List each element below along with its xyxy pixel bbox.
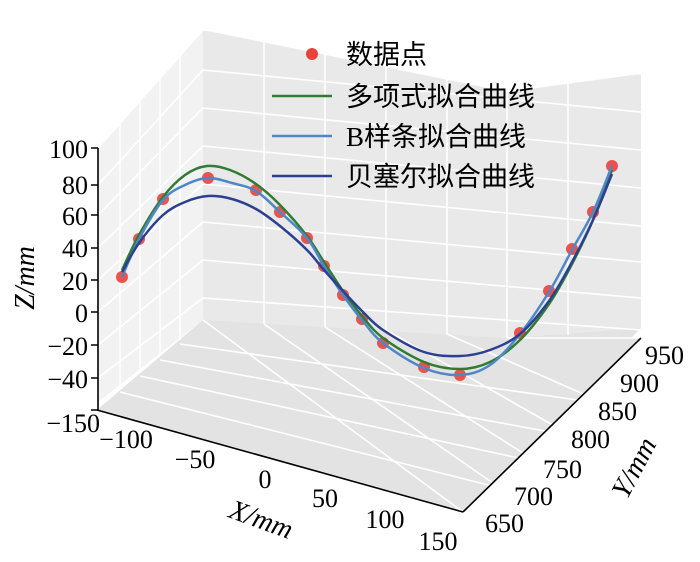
pane-floor-cover — [97, 320, 641, 512]
x-axis-label: X/mm — [224, 494, 297, 546]
tick-marks — [91, 147, 98, 411]
x-tick-label: 0 — [259, 465, 272, 494]
series-line-bspline-fit — [120, 165, 614, 377]
pane-back-right — [203, 30, 507, 338]
y-tick-labels: 650 700 750 800 850 900 950 — [485, 341, 684, 538]
y-tick-label: 900 — [620, 369, 659, 398]
x-tick-label: 100 — [366, 505, 405, 534]
z-tick-labels: 100 80 60 40 20 0 −20 −40 −150 — [46, 135, 100, 438]
x-tick-label: −50 — [175, 445, 216, 474]
z-tick-label: 20 — [62, 267, 88, 296]
legend-label-bspline: B样条拟合曲线 — [346, 122, 526, 152]
z-tick-label: −40 — [47, 365, 88, 394]
legend-label-polynomial: 多项式拟合曲线 — [346, 82, 535, 112]
z-tick-label: 60 — [62, 202, 88, 231]
series-layer — [116, 160, 618, 381]
z-tick-label: 40 — [62, 234, 88, 263]
pane-right-wall — [505, 74, 641, 338]
z-tick-label: 80 — [62, 171, 88, 200]
x-tick-labels: −100 −50 0 50 100 150 — [99, 425, 457, 556]
x-tick-label: 150 — [419, 527, 458, 556]
axis-edges — [96, 148, 642, 513]
z-tick-label: −150 — [46, 409, 100, 438]
x-tick-label: −100 — [99, 425, 153, 454]
y-tick-label: 800 — [571, 425, 610, 454]
legend-label-bezier: 贝塞尔拟合曲线 — [346, 162, 535, 192]
y-tick-label: 650 — [485, 509, 524, 538]
legend-label-data-points: 数据点 — [346, 40, 427, 70]
x-tick-label: 50 — [312, 484, 338, 513]
legend-marker-data-points — [306, 48, 318, 60]
legend: 数据点 多项式拟合曲线 B样条拟合曲线 贝塞尔拟合曲线 — [272, 40, 535, 192]
z-tick-label: 100 — [49, 135, 88, 164]
y-axis-label: Y/mm — [606, 433, 663, 504]
y-tick-label: 850 — [598, 397, 637, 426]
z-tick-label: 0 — [75, 299, 88, 328]
z-axis-label: Z/mm — [10, 246, 41, 310]
series-line-bezier-fit — [120, 173, 614, 358]
y-tick-label: 950 — [645, 341, 684, 370]
y-tick-label: 750 — [543, 455, 582, 484]
y-tick-label: 700 — [514, 482, 553, 511]
z-tick-label: −20 — [47, 332, 88, 361]
